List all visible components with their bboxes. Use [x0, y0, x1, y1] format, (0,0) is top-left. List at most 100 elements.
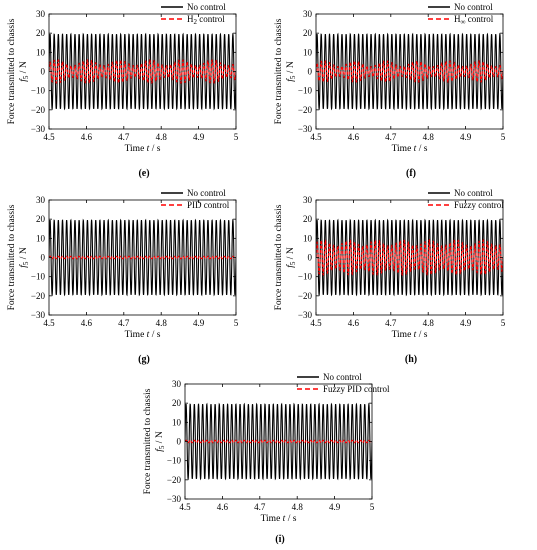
- y-tick-label-i: 10: [172, 417, 182, 427]
- x-axis-label-i: Time t / s: [261, 514, 297, 524]
- chart-i-svg: 30 20 10 0 −10 −20 −304.5 4.6 4.7 4.8 4.9 5 Time t /…: [143, 372, 390, 524]
- series-line-h-no-control: [316, 218, 503, 297]
- x-tick-label-i: 4.6: [217, 502, 229, 512]
- y-tick-label-i: −30: [167, 494, 182, 504]
- panel-label-e: (e): [138, 168, 150, 179]
- chart-panel-i: 30 20 10 0 −10 −20 −30 4.5 4.6 4.7 4.8 4.9 5 Time t /…: [140, 372, 402, 550]
- chart-panel-e: 30 20 10 0 −10 −20 −30 4.5 4.6 4.7 4.8 4.9 5 Time t /…: [4, 2, 266, 180]
- x-tick-label-i: 4.9: [329, 502, 341, 512]
- y-tick-label-g: −30: [31, 310, 46, 320]
- series-line-h-controlled: [316, 238, 503, 277]
- x-tick-label-f: 4.5: [310, 132, 322, 142]
- legend-label-e-1: H2 control: [187, 14, 225, 26]
- panel-label-h: (h): [404, 354, 418, 365]
- y-tick-label-e: −10: [31, 86, 46, 96]
- chart-e-svg: 30 20 10 0 −10 −20 −304.5 4.6 4.7 4.8 4.9 5 Time t /…: [7, 2, 239, 154]
- x-axis-label-h: Time t / s: [392, 330, 428, 340]
- legend-label-e-0: No control: [187, 2, 226, 12]
- y-tick-label-f: −10: [298, 86, 313, 96]
- series-line-f-no-control: [316, 32, 503, 111]
- x-tick-label-f: 4.7: [385, 132, 397, 142]
- y-tick-label-e: 20: [36, 28, 46, 38]
- y-tick-label-h: 0: [308, 253, 313, 263]
- x-tick-label-e: 4.8: [156, 132, 168, 142]
- x-tick-label-g: 5: [234, 318, 239, 328]
- x-tick-label-e: 4.6: [81, 132, 93, 142]
- legend-label-i-0: No control: [323, 372, 362, 382]
- series-line-g-controlled: [49, 255, 236, 260]
- y-tick-label-h: 30: [303, 195, 313, 205]
- chart-panel-h: 30 20 10 0 −10 −20 −30 4.5 4.6 4.7 4.8 4.9 5 Time t /…: [271, 188, 533, 366]
- y-axis-variable-g: f5 / N: [18, 247, 30, 268]
- chart-panel-g: 30 20 10 0 −10 −20 −30 4.5 4.6 4.7 4.8 4.9 5 Time t /…: [4, 188, 266, 366]
- legend-label-h-0: No control: [454, 188, 493, 198]
- y-tick-label-i: −10: [167, 456, 182, 466]
- x-tick-label-e: 4.7: [118, 132, 130, 142]
- x-tick-label-i: 5: [370, 502, 375, 512]
- y-tick-label-f: 30: [303, 9, 313, 19]
- chart-g-svg: 30 20 10 0 −10 −20 −304.5 4.6 4.7 4.8 4.9 5 Time t /…: [7, 188, 239, 340]
- panel-label-i: (i): [275, 534, 285, 545]
- y-tick-label-f: −30: [298, 124, 313, 134]
- x-tick-label-f: 4.6: [348, 132, 360, 142]
- x-tick-label-i: 4.7: [254, 502, 266, 512]
- x-axis-label-g: Time t / s: [125, 330, 161, 340]
- x-tick-label-g: 4.7: [118, 318, 130, 328]
- y-tick-label-g: 20: [36, 214, 46, 224]
- y-tick-label-h: −30: [298, 310, 313, 320]
- y-tick-label-e: −20: [31, 105, 46, 115]
- y-axis-variable-e: f5 / N: [18, 61, 30, 82]
- y-tick-label-e: −30: [31, 124, 46, 134]
- y-tick-label-g: −20: [31, 291, 46, 301]
- x-tick-label-i: 4.8: [292, 502, 304, 512]
- x-axis-label-e: Time t / s: [125, 144, 161, 154]
- panel-label-f: (f): [406, 168, 416, 179]
- y-tick-label-f: 0: [308, 67, 313, 77]
- x-tick-label-f: 4.9: [460, 132, 472, 142]
- y-tick-label-f: 10: [303, 47, 313, 57]
- x-tick-label-f: 5: [501, 132, 506, 142]
- y-tick-label-f: −20: [298, 105, 313, 115]
- y-tick-label-i: 0: [177, 437, 182, 447]
- x-tick-label-h: 4.6: [348, 318, 360, 328]
- y-tick-label-i: 20: [172, 398, 182, 408]
- y-tick-label-h: −10: [298, 272, 313, 282]
- y-tick-label-g: 0: [41, 253, 46, 263]
- legend-label-f-0: No control: [454, 2, 493, 12]
- x-tick-label-e: 5: [234, 132, 239, 142]
- legend-label-i-1: Fuzzy PID control: [323, 384, 390, 394]
- series-line-e-no-control: [49, 32, 236, 111]
- y-tick-label-h: −20: [298, 291, 313, 301]
- x-tick-label-i: 4.5: [179, 502, 191, 512]
- y-axis-label-e: Force transmitted to chassis: [7, 18, 17, 124]
- y-tick-label-i: 30: [172, 379, 182, 389]
- y-axis-label-g: Force transmitted to chassis: [7, 204, 17, 310]
- x-tick-label-h: 5: [501, 318, 506, 328]
- series-line-e-controlled: [49, 58, 236, 85]
- y-axis-variable-h: f5 / N: [285, 247, 297, 268]
- y-tick-label-e: 30: [36, 9, 46, 19]
- legend-label-g-0: No control: [187, 188, 226, 198]
- x-tick-label-g: 4.9: [193, 318, 205, 328]
- x-tick-label-g: 4.6: [81, 318, 93, 328]
- y-tick-label-g: −10: [31, 272, 46, 282]
- y-axis-variable-f: f5 / N: [285, 61, 297, 82]
- chart-panel-f: 30 20 10 0 −10 −20 −30 4.5 4.6 4.7 4.8 4.9 5 Time t /…: [271, 2, 533, 180]
- x-tick-label-h: 4.7: [385, 318, 397, 328]
- y-tick-label-h: 10: [303, 233, 313, 243]
- legend-label-h-1: Fuzzy control: [454, 200, 504, 210]
- chart-h-svg: 30 20 10 0 −10 −20 −304.5 4.6 4.7 4.8 4.9 5 Time t /…: [274, 188, 506, 340]
- series-line-i-controlled: [185, 439, 372, 444]
- y-tick-label-g: 10: [36, 233, 46, 243]
- x-tick-label-g: 4.8: [156, 318, 168, 328]
- y-axis-label-f: Force transmitted to chassis: [274, 18, 284, 124]
- x-axis-label-f: Time t / s: [392, 144, 428, 154]
- y-tick-label-h: 20: [303, 214, 313, 224]
- y-axis-label-h: Force transmitted to chassis: [274, 204, 284, 310]
- legend-label-f-1: H∞ control: [454, 14, 494, 26]
- y-tick-label-f: 20: [303, 28, 313, 38]
- x-tick-label-f: 4.8: [423, 132, 435, 142]
- panel-label-g: (g): [138, 354, 150, 365]
- x-tick-label-h: 4.5: [310, 318, 322, 328]
